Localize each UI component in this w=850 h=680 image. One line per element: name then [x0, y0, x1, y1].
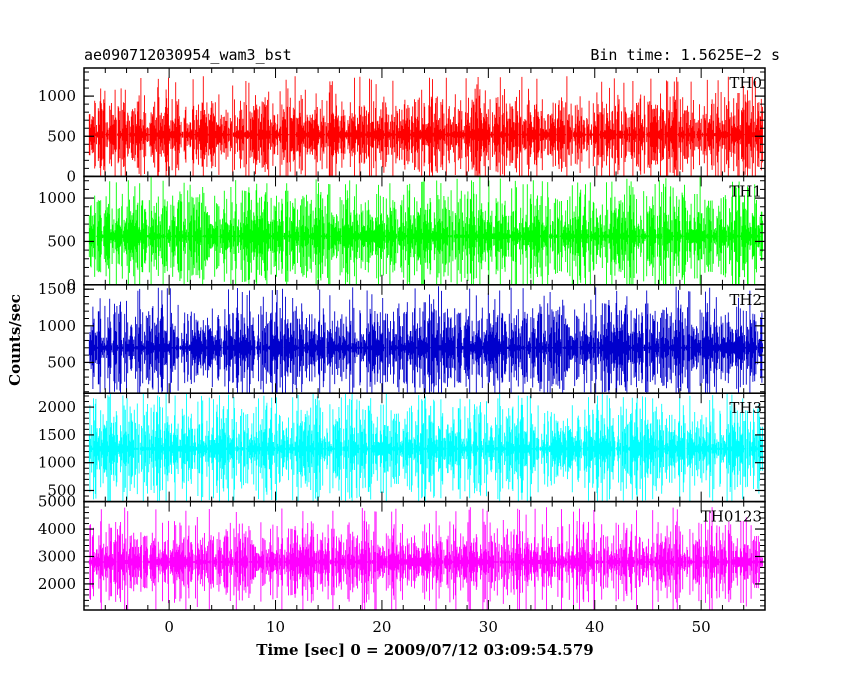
y-tick-label: 500: [47, 481, 76, 499]
y-tick-label: 2000: [38, 575, 76, 593]
x-tick-label: 50: [692, 618, 711, 636]
y-tick-label: 1000: [38, 454, 76, 472]
bin-time: Bin time: 1.5625E−2 s: [590, 46, 780, 64]
x-tick-label: 0: [164, 618, 174, 636]
y-tick-label: 0: [66, 276, 76, 294]
y-tick-label: 1000: [38, 317, 76, 335]
x-tick-label: 20: [372, 618, 391, 636]
series-th0123: [88, 507, 763, 610]
series-th3: [88, 393, 763, 502]
x-tick-label: 30: [479, 618, 498, 636]
y-tick-label: 5000: [38, 493, 76, 511]
y-axis-label: Counts/sec: [6, 294, 24, 386]
panels-group: 0 500 1000 TH0 0 500 1000 TH1 500 1000 1500 TH2 500 1…: [38, 67, 766, 611]
x-tick-label: 10: [266, 618, 285, 636]
series-th2: [88, 286, 763, 394]
x-axis: 0 10 20 30 40 50: [164, 618, 710, 636]
series-th1: [88, 176, 763, 285]
y-tick-label: 500: [47, 127, 76, 145]
panel-th0123: 2000 3000 4000 5000 TH0123: [38, 493, 766, 611]
y-tick-label: 1500: [38, 280, 76, 298]
panel-label: TH2: [729, 291, 762, 309]
panel-label: TH0123: [701, 508, 762, 526]
y-tick-label: 2000: [38, 398, 76, 416]
y-tick-label: 1500: [38, 426, 76, 444]
panel-label: TH3: [729, 399, 762, 417]
x-tick-label: 40: [585, 618, 604, 636]
panel-th0: 0 500 1000 TH0: [38, 67, 766, 185]
y-tick-label: 3000: [38, 547, 76, 565]
y-tick-label: 0: [66, 167, 76, 185]
panel-th1: 0 500 1000 TH1: [38, 175, 766, 294]
y-tick-label: 4000: [38, 520, 76, 538]
panel-label: TH0: [729, 74, 762, 92]
panel-th2: 500 1000 1500 TH2: [38, 280, 766, 394]
object-name: ae090712030954_wam3_bst: [84, 46, 292, 64]
panel-label: TH1: [729, 182, 762, 200]
panel-th3: 500 1000 1500 2000 TH3: [38, 392, 766, 503]
y-tick-label: 1000: [38, 189, 76, 207]
y-tick-label: 500: [47, 353, 76, 371]
y-tick-label: 1000: [38, 87, 76, 105]
x-axis-label: Time [sec] 0 = 2009/07/12 03:09:54.579: [256, 641, 593, 659]
series-th0: [88, 76, 763, 177]
y-tick-label: 500: [47, 232, 76, 250]
